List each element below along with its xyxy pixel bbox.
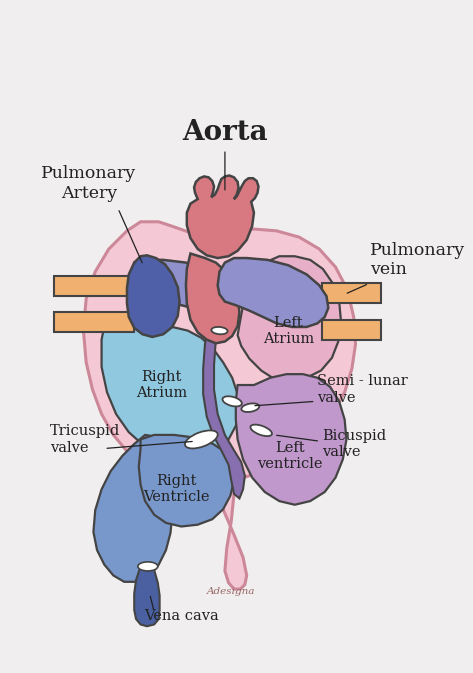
Polygon shape [83,222,356,589]
Ellipse shape [222,396,242,406]
Polygon shape [218,258,328,327]
Polygon shape [134,260,219,308]
Polygon shape [54,276,138,296]
Text: Right
Ventricle: Right Ventricle [144,474,210,505]
Ellipse shape [138,562,158,571]
Ellipse shape [185,431,218,448]
Polygon shape [236,374,346,505]
Polygon shape [139,435,234,526]
Text: Vena cava: Vena cava [144,609,219,623]
Text: Bicuspid
valve: Bicuspid valve [322,429,386,459]
Ellipse shape [211,327,228,334]
Text: Pulmonary
vein: Pulmonary vein [370,242,465,278]
Text: Pulmonary
Artery: Pulmonary Artery [41,166,137,202]
Text: Left
ventricle: Left ventricle [257,441,323,471]
Text: Right
Atrium: Right Atrium [136,370,187,400]
Text: Aorta: Aorta [182,119,268,147]
Polygon shape [187,176,258,258]
Polygon shape [203,265,245,499]
Polygon shape [322,320,381,340]
Polygon shape [134,565,159,627]
Polygon shape [102,312,239,460]
Text: Semi - lunar
valve: Semi - lunar valve [317,374,408,404]
Ellipse shape [241,403,259,412]
Polygon shape [186,254,239,343]
Polygon shape [93,435,172,582]
Text: Tricuspid
valve: Tricuspid valve [50,425,120,454]
Ellipse shape [250,425,272,436]
Polygon shape [127,255,180,337]
Polygon shape [237,256,341,382]
Polygon shape [322,283,381,304]
Text: Adesigna: Adesigna [207,588,255,596]
Text: Left
Atrium: Left Atrium [263,316,314,346]
Polygon shape [54,312,134,332]
